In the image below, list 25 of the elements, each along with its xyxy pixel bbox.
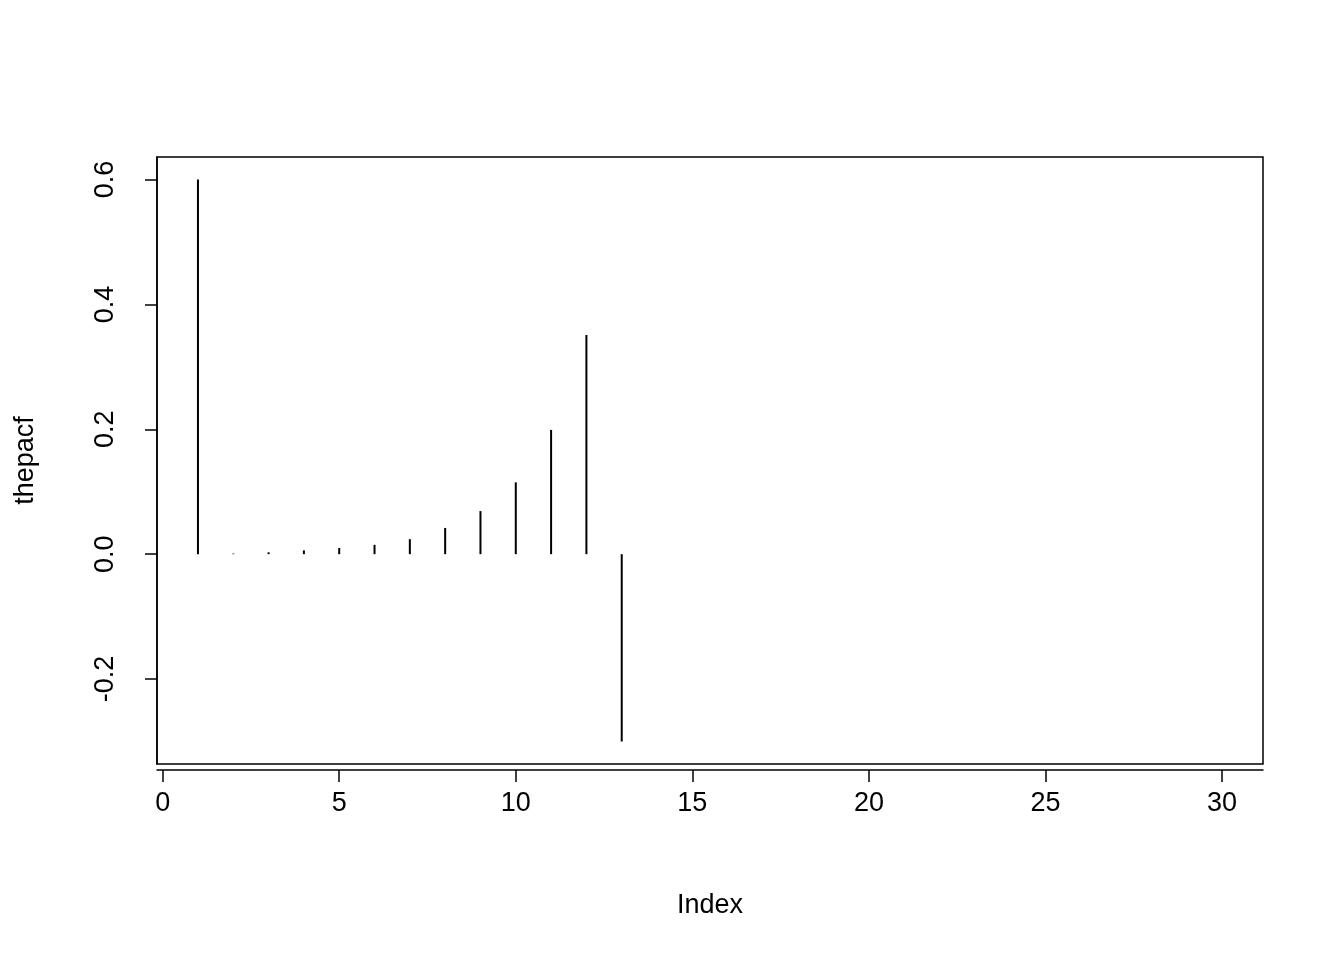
- x-tick-label: 30: [1207, 786, 1238, 817]
- bar: [338, 547, 341, 555]
- y-tick-label: 0.0: [88, 535, 119, 573]
- bar: [620, 554, 623, 742]
- bar: [550, 429, 553, 555]
- bar: [196, 179, 199, 555]
- y-axis-title: thepacf: [8, 415, 39, 505]
- x-tick-label: 20: [853, 786, 884, 817]
- bar: [373, 544, 376, 555]
- x-tick-label: 5: [331, 786, 347, 817]
- bar: [479, 511, 482, 555]
- x-tick-label: 15: [677, 786, 708, 817]
- bar: [585, 334, 588, 555]
- y-tick-label: 0.2: [88, 410, 119, 449]
- bar: [514, 482, 517, 555]
- bar: [444, 527, 447, 555]
- x-tick-label: 0: [155, 786, 171, 817]
- y-tick-label: 0.6: [88, 160, 119, 199]
- bar: [302, 550, 305, 555]
- y-tick-label: -0.2: [88, 655, 119, 703]
- x-tick-label: 10: [500, 786, 531, 817]
- x-tick-label: 25: [1030, 786, 1061, 817]
- bar: [408, 539, 411, 555]
- y-tick-label: 0.4: [88, 285, 119, 324]
- x-axis-title: Index: [676, 888, 744, 919]
